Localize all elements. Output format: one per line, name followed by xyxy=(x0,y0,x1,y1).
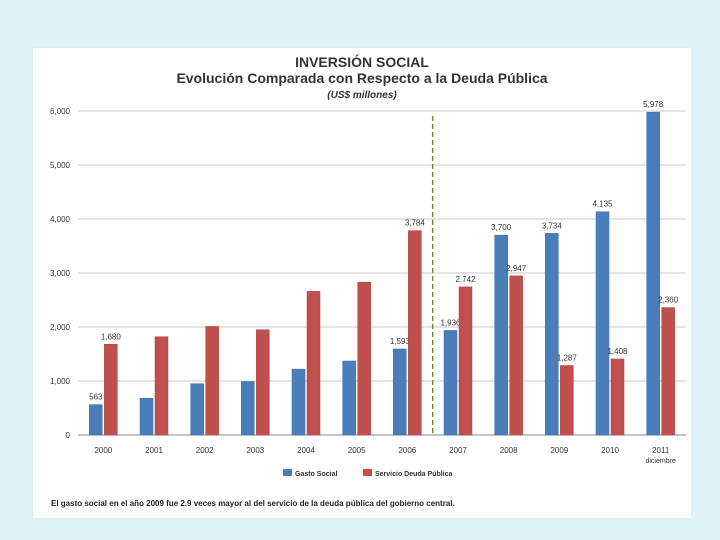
y-tick-label: 6,000 xyxy=(50,107,71,116)
bar-servicio-deuda xyxy=(357,281,371,436)
bar-gasto-social xyxy=(646,111,660,436)
data-label: 4,135 xyxy=(592,200,613,209)
x-tick-label: 2011 xyxy=(652,446,670,455)
x-tick-label: 2001 xyxy=(145,446,163,455)
data-label: 1,593 xyxy=(390,337,411,346)
bar-servicio-deuda xyxy=(256,329,270,436)
bar-gasto-social xyxy=(241,381,255,436)
x-tick-label: 2010 xyxy=(601,446,619,455)
bar-gasto-social xyxy=(443,330,458,436)
x-tick-label: 2002 xyxy=(196,446,214,455)
x-tick-label: 2006 xyxy=(398,446,416,455)
chart-title: INVERSIÓN SOCIAL xyxy=(295,54,429,70)
bar-servicio-deuda xyxy=(205,326,219,436)
bar-servicio-deuda xyxy=(306,291,321,436)
x-tick-label: 2003 xyxy=(246,446,264,455)
data-label: 2,742 xyxy=(455,275,476,284)
legend-label-servicio-deuda: Servicio Deuda Pública xyxy=(375,471,453,478)
y-tick-label: 4,000 xyxy=(50,215,71,224)
bar-servicio-deuda xyxy=(661,307,675,436)
y-tick-label: 0 xyxy=(66,431,71,440)
bar-gasto-social xyxy=(595,211,610,436)
bar-gasto-social xyxy=(545,233,559,436)
x-tick-label: 2004 xyxy=(297,446,315,455)
data-label: 1,287 xyxy=(557,354,578,363)
legend-label-gasto-social: Gasto Social xyxy=(295,471,337,478)
legend-swatch-gasto-social xyxy=(283,469,292,476)
x-tick-label: 2007 xyxy=(449,446,467,455)
x-tick-note: diciembre xyxy=(645,458,675,465)
data-label: 1,936 xyxy=(440,318,461,327)
data-label: 2,947 xyxy=(506,264,527,273)
bar-gasto-social xyxy=(89,404,103,436)
bar-gasto-social xyxy=(139,398,154,436)
data-label: 3,784 xyxy=(405,219,426,228)
bar-servicio-deuda xyxy=(408,230,422,436)
data-label: 5,978 xyxy=(643,100,664,109)
chart-footnote: El gasto social en el año 2009 fue 2.9 v… xyxy=(51,499,455,508)
bar-servicio-deuda xyxy=(560,365,574,436)
x-tick-label: 2000 xyxy=(94,446,112,455)
y-tick-label: 2,000 xyxy=(50,323,71,332)
bar-gasto-social xyxy=(190,383,204,436)
x-tick-label: 2008 xyxy=(500,446,518,455)
data-label: 3,734 xyxy=(542,221,563,230)
bar-gasto-social xyxy=(393,348,407,436)
y-tick-label: 5,000 xyxy=(50,161,71,170)
chart-subtitle: Evolución Comparada con Respecto a la De… xyxy=(176,70,548,86)
data-label: 1,408 xyxy=(607,347,628,356)
data-label: 1,680 xyxy=(101,332,122,341)
y-tick-label: 1,000 xyxy=(50,377,71,386)
data-label: 563 xyxy=(89,393,103,402)
bar-gasto-social xyxy=(494,234,508,436)
y-tick-label: 3,000 xyxy=(50,269,71,278)
bar-gasto-social xyxy=(342,360,356,436)
data-label: 3,700 xyxy=(491,223,512,232)
x-tick-label: 2009 xyxy=(550,446,568,455)
chart-units: (US$ millones) xyxy=(327,90,397,101)
bar-servicio-deuda xyxy=(104,344,118,436)
x-tick-label: 2005 xyxy=(348,446,366,455)
bar-servicio-deuda xyxy=(458,286,473,436)
bar-servicio-deuda xyxy=(509,275,523,436)
data-label: 2,360 xyxy=(658,296,679,305)
bar-servicio-deuda xyxy=(610,358,625,436)
legend-swatch-servicio-deuda xyxy=(363,469,372,476)
bar-gasto-social xyxy=(291,368,306,436)
bar-servicio-deuda xyxy=(154,336,169,436)
